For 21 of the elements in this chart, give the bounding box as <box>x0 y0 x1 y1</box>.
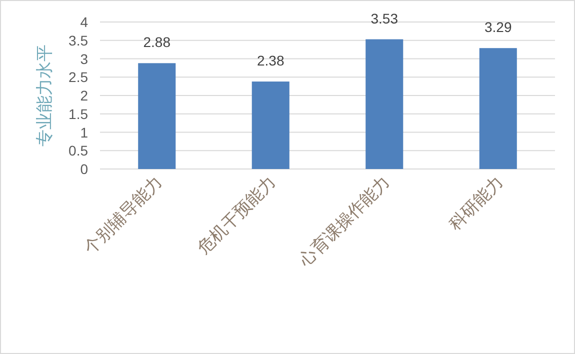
y-tick-label: 1.5 <box>68 106 88 122</box>
y-tick-label: 1 <box>80 124 88 140</box>
y-tick-label: 0.5 <box>68 142 88 159</box>
x-tick-label: 科研能力 <box>445 172 507 234</box>
bar <box>252 82 290 169</box>
data-label: 3.29 <box>484 19 512 36</box>
y-tick-label: 4 <box>80 14 88 30</box>
y-tick-label: 3 <box>80 50 88 67</box>
data-label: 2.38 <box>257 52 284 69</box>
data-label: 2.88 <box>143 34 171 50</box>
x-tick-label: 危机干预能力 <box>194 172 280 258</box>
y-tick-label: 2 <box>80 88 88 104</box>
data-label: 3.53 <box>370 10 398 26</box>
y-tick-label: 0 <box>80 161 88 177</box>
bar <box>138 63 176 169</box>
y-axis-title: 专业能力水平 <box>35 44 54 146</box>
x-tick-label: 心育课操作能力 <box>294 172 394 271</box>
y-tick-label: 2.5 <box>68 69 88 86</box>
bar <box>479 48 517 169</box>
y-tick-label: 3.5 <box>68 32 88 48</box>
bar <box>366 39 404 169</box>
